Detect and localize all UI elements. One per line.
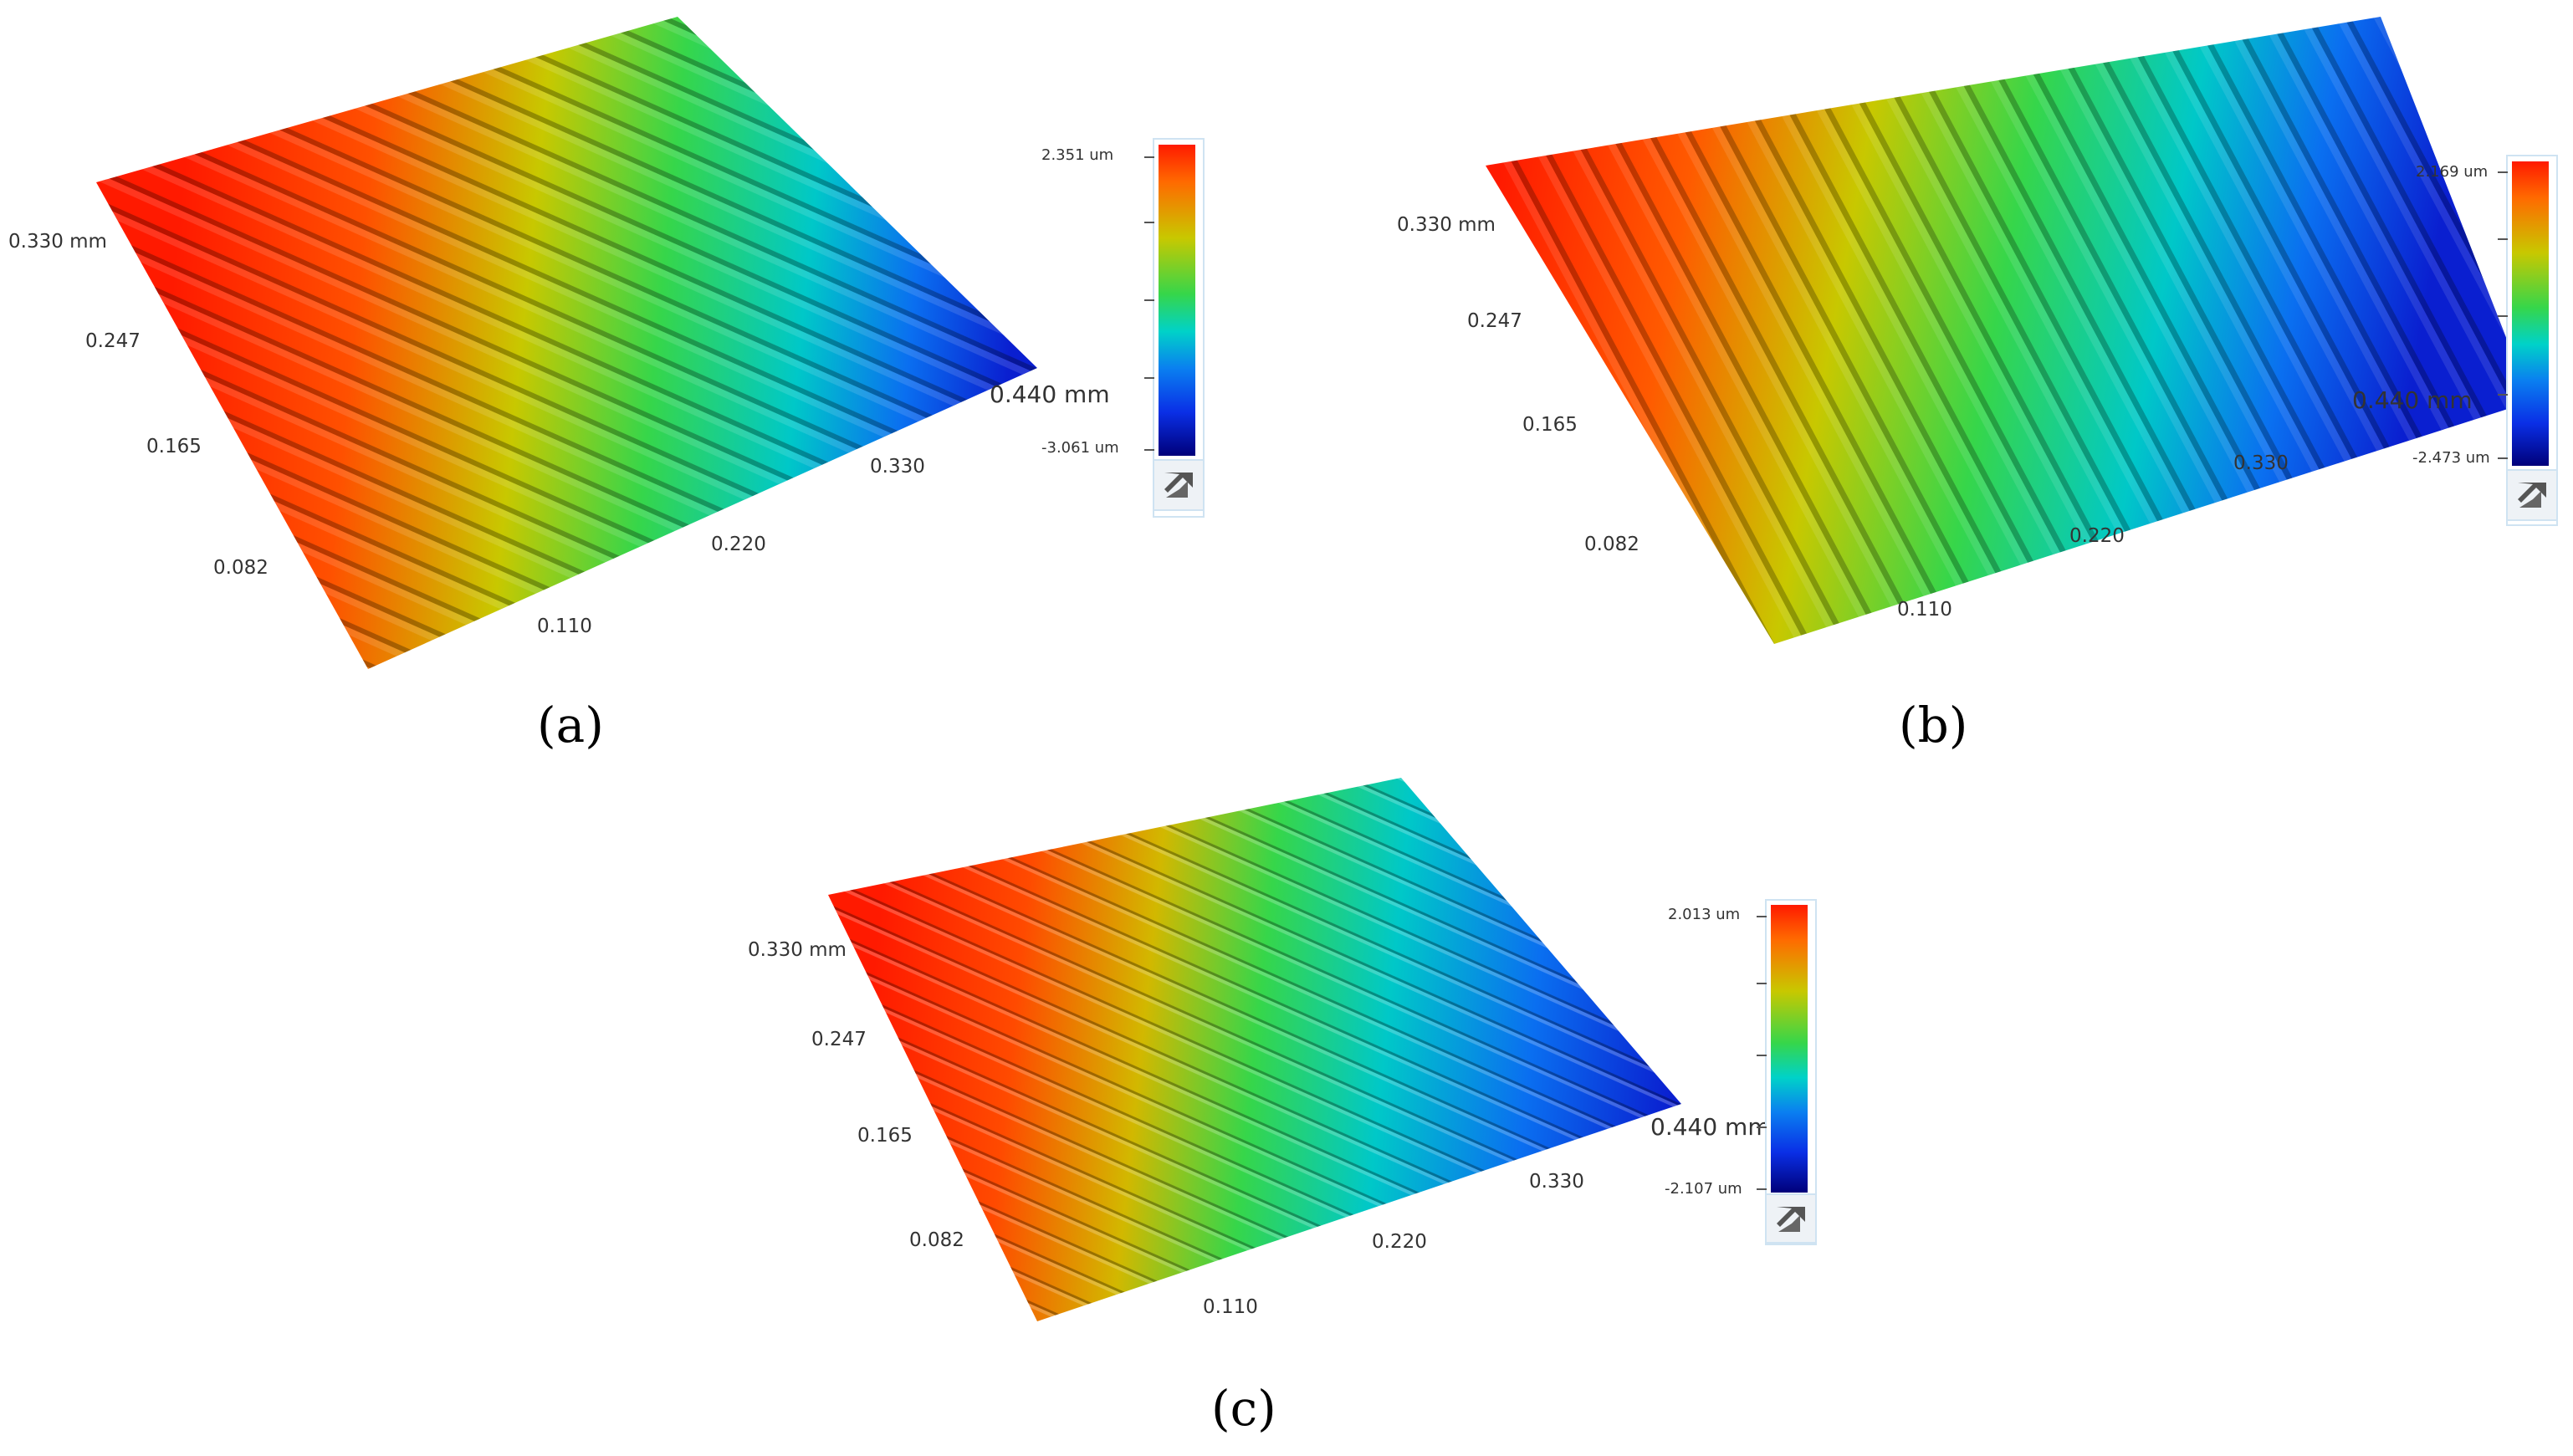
surface-3d-plot-a (96, 17, 1037, 669)
x-tick-label-a-2: 0.220 (711, 534, 766, 555)
colorbar-gradient-b (2512, 161, 2549, 466)
corner-arrow-icon (1777, 1207, 1805, 1232)
y-tick-label-c-3: 0.082 (909, 1229, 964, 1251)
caption-b: (b) (1899, 697, 1968, 754)
y-axis-max-label-b: 0.330 mm (1397, 214, 1496, 236)
colorbar-max-label-c: 2.013 um (1668, 906, 1741, 923)
colorbar-c: 2.013 um -2.107 um (1648, 899, 1832, 1259)
x-axis-max-label-a: 0.440 mm (990, 381, 1110, 408)
y-tick-label-c-1: 0.247 (811, 1029, 867, 1050)
x-tick-label-b-1: 0.110 (1897, 599, 1952, 621)
colorbar-max-label-a: 2.351 um (1041, 146, 1114, 164)
y-tick-label-a-3: 0.082 (213, 557, 269, 579)
colorbar-a: 2.351 um -3.061 um (1016, 138, 1209, 523)
surface-3d-plot-c (828, 778, 1681, 1321)
colorbar-tick-c-3 (1757, 1055, 1767, 1056)
colorbar-min-label-c: -2.107 um (1665, 1180, 1742, 1198)
colorbar-tick-b-1 (2498, 171, 2508, 173)
y-tick-label-b-2: 0.165 (1522, 414, 1578, 436)
y-tick-label-a-1: 0.247 (85, 330, 141, 352)
colorbar-b: 2.169 um -2.473 um (2412, 155, 2565, 539)
x-axis-max-label-b: 0.440 mm (2352, 386, 2473, 414)
y-tick-label-a-2: 0.165 (146, 436, 202, 457)
corner-arrow-icon (2518, 483, 2546, 508)
colorbar-toggle-button-a[interactable] (1153, 459, 1205, 511)
x-tick-label-c-1: 0.110 (1203, 1296, 1258, 1318)
colorbar-gradient-a (1159, 145, 1195, 456)
colorbar-tick-b-5 (2498, 457, 2508, 459)
colorbar-tick-a-1 (1144, 156, 1154, 158)
caption-c: (c) (1211, 1380, 1276, 1437)
panel-b: 0.330 mm 0.247 0.165 0.082 0.110 0.220 0… (1318, 0, 2573, 753)
colorbar-max-label-b: 2.169 um (2416, 163, 2489, 181)
colorbar-tick-a-2 (1144, 222, 1154, 223)
surface-c-ridges (828, 778, 1681, 1321)
colorbar-min-label-b: -2.473 um (2412, 449, 2490, 467)
panel-c: 0.330 mm 0.247 0.165 0.082 0.110 0.220 0… (719, 753, 1890, 1456)
y-tick-label-b-3: 0.082 (1584, 534, 1639, 555)
surface-b-ridges (1486, 17, 2531, 644)
surface-a-ridges (96, 17, 1037, 669)
y-tick-label-b-1: 0.247 (1467, 310, 1522, 332)
x-axis-max-label-c: 0.440 mm (1650, 1113, 1771, 1141)
x-tick-label-b-3: 0.330 (2233, 452, 2289, 474)
colorbar-toggle-button-c[interactable] (1765, 1193, 1817, 1244)
colorbar-tick-b-4 (2498, 394, 2508, 396)
colorbar-tick-a-5 (1144, 449, 1154, 451)
x-tick-label-c-2: 0.220 (1372, 1231, 1427, 1253)
panel-a: 0.330 mm 0.247 0.165 0.082 0.110 0.220 0… (0, 0, 1255, 753)
colorbar-min-label-a: -3.061 um (1041, 439, 1119, 457)
colorbar-gradient-c (1771, 905, 1808, 1193)
colorbar-tick-a-4 (1144, 377, 1154, 379)
colorbar-tick-b-3 (2498, 315, 2508, 317)
x-tick-label-c-3: 0.330 (1529, 1171, 1584, 1193)
caption-a: (a) (537, 697, 604, 754)
y-axis-max-label-c: 0.330 mm (748, 939, 847, 961)
y-tick-label-c-2: 0.165 (857, 1125, 913, 1147)
surface-3d-plot-b (1486, 17, 2531, 644)
colorbar-tick-c-5 (1757, 1188, 1767, 1190)
colorbar-tick-c-4 (1757, 1126, 1767, 1128)
colorbar-tick-c-1 (1757, 916, 1767, 917)
x-tick-label-a-1: 0.110 (537, 616, 592, 637)
colorbar-tick-c-2 (1757, 983, 1767, 984)
colorbar-toggle-button-b[interactable] (2506, 469, 2558, 521)
corner-arrow-icon (1164, 473, 1193, 498)
x-tick-label-a-3: 0.330 (870, 456, 925, 478)
colorbar-tick-a-3 (1144, 299, 1154, 301)
x-tick-label-b-2: 0.220 (2069, 525, 2125, 547)
y-axis-max-label-a: 0.330 mm (8, 231, 107, 253)
colorbar-tick-b-2 (2498, 238, 2508, 240)
